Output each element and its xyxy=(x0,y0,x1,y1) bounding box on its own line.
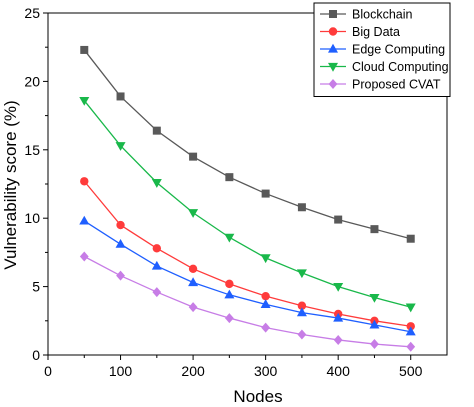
data-point xyxy=(260,254,271,264)
series-line-edge-computing xyxy=(83,220,411,333)
data-point xyxy=(116,270,125,281)
data-point xyxy=(405,303,416,313)
x-tick-label: 0 xyxy=(44,363,52,379)
data-point xyxy=(152,126,161,135)
data-point xyxy=(405,326,416,336)
data-point xyxy=(151,179,162,188)
data-point xyxy=(369,293,380,303)
plot-axes: 0 100 200 300 400 500 0 5 10 15 20 25 xyxy=(24,5,448,379)
data-point xyxy=(188,209,199,218)
legend-item: Cloud Computing xyxy=(320,60,449,74)
x-tick-label: 100 xyxy=(109,363,133,379)
y-tick-label: 20 xyxy=(24,73,40,89)
data-point xyxy=(79,251,89,262)
series-big-data xyxy=(80,177,415,331)
data-point xyxy=(152,287,162,298)
data-point xyxy=(297,301,307,310)
y-tick-label: 25 xyxy=(24,5,40,21)
series-line-cloud-computing xyxy=(83,100,411,308)
data-point xyxy=(115,142,126,151)
data-point xyxy=(225,279,234,289)
legend-item: Big Data xyxy=(320,25,400,39)
legend-box xyxy=(313,2,451,97)
series-proposed-cvat xyxy=(79,251,416,352)
series-line-blockchain xyxy=(83,49,411,240)
data-point xyxy=(224,289,235,299)
data-point xyxy=(79,96,90,106)
data-point xyxy=(115,238,126,248)
series-blockchain xyxy=(80,45,415,243)
legend-item: Edge Computing xyxy=(320,43,445,57)
data-point xyxy=(79,215,90,225)
legend-item: Blockchain xyxy=(320,8,412,22)
data-point xyxy=(369,319,380,329)
y-tick-label: 0 xyxy=(32,347,40,363)
data-point xyxy=(406,234,415,243)
data-point xyxy=(116,92,125,101)
data-point xyxy=(297,329,307,340)
data-point xyxy=(334,215,343,224)
data-point xyxy=(80,177,89,186)
legend-label: Big Data xyxy=(352,25,400,39)
legend-item: Proposed CVAT xyxy=(320,78,441,92)
legend-marker xyxy=(328,27,338,36)
y-tick-label: 5 xyxy=(32,279,40,295)
series-edge-computing xyxy=(79,215,416,336)
data-point xyxy=(333,334,343,345)
x-tick-label: 200 xyxy=(181,363,205,379)
legend-marker xyxy=(329,10,337,18)
y-tick-label: 15 xyxy=(24,142,40,158)
data-point xyxy=(406,341,416,352)
data-point xyxy=(188,302,198,313)
data-point xyxy=(224,313,234,324)
data-point xyxy=(80,45,89,54)
legend-label: Cloud Computing xyxy=(352,60,449,74)
data-point xyxy=(296,307,307,317)
data-point xyxy=(152,244,162,253)
series-line-proposed-cvat xyxy=(83,255,411,348)
y-axis-title: Vulnerability score (%) xyxy=(1,100,20,269)
data-point xyxy=(261,189,270,198)
x-tick-label: 300 xyxy=(254,363,278,379)
legend-marker xyxy=(328,79,338,89)
legend-marker xyxy=(328,43,338,53)
data-point xyxy=(333,312,344,322)
data-point xyxy=(370,339,379,350)
data-point xyxy=(189,152,198,161)
legend-marker xyxy=(328,62,338,72)
data-point xyxy=(333,283,344,292)
legend-label: Blockchain xyxy=(352,8,412,22)
series-layer xyxy=(79,45,416,352)
data-point xyxy=(151,260,162,270)
x-axis-title: Nodes xyxy=(233,387,282,406)
x-tick-label: 500 xyxy=(399,363,423,379)
legend-label: Proposed CVAT xyxy=(352,78,441,92)
data-point xyxy=(224,233,235,243)
x-tick-label: 400 xyxy=(327,363,351,379)
data-point xyxy=(261,291,270,301)
data-point xyxy=(296,269,307,279)
data-point xyxy=(188,277,199,287)
y-tick-label: 10 xyxy=(24,210,40,226)
data-point xyxy=(225,173,234,182)
legend-label: Edge Computing xyxy=(352,43,445,57)
data-point xyxy=(116,220,125,230)
data-point xyxy=(297,203,306,212)
data-point xyxy=(260,299,271,308)
data-point xyxy=(370,225,379,234)
data-point xyxy=(406,322,415,331)
data-point xyxy=(188,264,198,274)
data-point xyxy=(261,322,271,333)
series-line-big-data xyxy=(83,180,411,327)
series-cloud-computing xyxy=(79,96,416,313)
legend: Blockchain Big Data Edge Computing Cloud Co… xyxy=(313,2,451,97)
